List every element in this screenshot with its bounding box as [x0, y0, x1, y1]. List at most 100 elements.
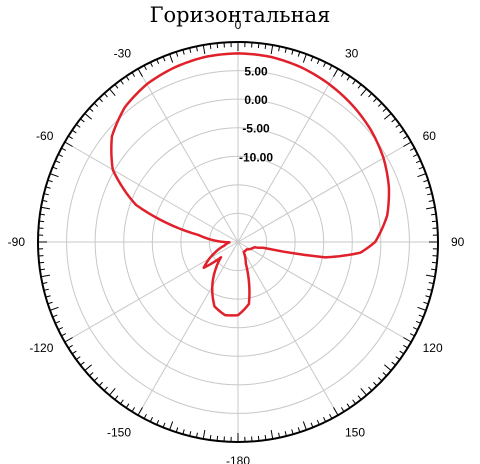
tick-mark — [357, 84, 362, 89]
grid-spoke — [237, 68, 339, 243]
grid-spoke — [137, 68, 239, 243]
tick-mark — [395, 356, 401, 360]
tick-mark — [291, 429, 294, 435]
tick-mark — [216, 435, 219, 441]
grid-spoke — [237, 241, 412, 343]
tick-mark — [137, 68, 143, 77]
tick-mark — [182, 49, 185, 55]
tick-mark — [149, 62, 153, 67]
grid-spoke — [64, 141, 239, 243]
tick-mark — [71, 129, 77, 134]
tick-mark — [189, 431, 192, 437]
tick-mark — [114, 395, 119, 400]
tick-mark — [43, 288, 49, 291]
tick-mark — [42, 282, 48, 285]
tick-mark — [333, 68, 339, 77]
tick-mark — [403, 344, 408, 349]
tick-mark — [310, 422, 314, 428]
tick-mark — [68, 344, 73, 349]
tick-mark — [391, 361, 396, 366]
angle-label: 30 — [345, 46, 359, 60]
tick-mark — [323, 62, 327, 67]
tick-mark — [109, 387, 116, 396]
tick-mark — [340, 72, 345, 77]
tick-mark — [423, 301, 429, 305]
tick-mark — [143, 65, 147, 71]
tick-mark — [195, 432, 198, 438]
grid-spoke — [237, 241, 339, 416]
angle-label: 90 — [451, 235, 465, 249]
tick-mark — [175, 427, 179, 433]
tick-mark — [52, 166, 58, 170]
tick-mark — [45, 186, 51, 189]
tick-mark — [413, 327, 418, 331]
tick-mark — [64, 141, 73, 147]
tick-mark — [368, 93, 373, 98]
tick-mark — [98, 97, 103, 103]
labels-layer: 0 30 60 90 120 150 -180 -150 -120 -90 -60 -30 5.00 0.… — [8, 18, 465, 464]
angle-label: -30 — [114, 46, 132, 60]
tick-mark — [216, 43, 219, 49]
series-layer — [110, 52, 391, 317]
tick-mark — [278, 46, 281, 52]
tick-mark — [71, 350, 77, 355]
tick-mark — [162, 422, 166, 428]
grid-spoke — [237, 141, 412, 243]
tick-mark — [43, 193, 49, 196]
tick-mark — [297, 427, 301, 433]
tick-mark — [162, 56, 166, 62]
tick-mark — [40, 206, 50, 210]
tick-mark — [415, 320, 421, 324]
tick-mark — [302, 53, 307, 63]
tick-mark — [55, 320, 61, 324]
tick-mark — [47, 301, 53, 305]
tick-mark — [399, 129, 405, 134]
tick-mark — [346, 403, 351, 409]
tick-mark — [423, 179, 429, 183]
tick-mark — [39, 213, 45, 216]
tick-mark — [80, 118, 85, 123]
tick-mark — [431, 220, 437, 223]
tick-mark — [120, 399, 124, 405]
tick-mark — [417, 173, 427, 178]
chart-title: Горизонтальная — [149, 3, 331, 27]
tick-mark — [377, 102, 383, 107]
tick-mark — [316, 419, 320, 425]
tick-mark — [175, 51, 179, 57]
radial-label: -5.00 — [242, 122, 270, 136]
tick-mark — [329, 413, 333, 419]
tick-mark — [403, 135, 408, 140]
tick-mark — [189, 47, 192, 53]
tick-mark — [403, 141, 412, 147]
tick-mark — [49, 173, 59, 178]
tick-mark — [209, 435, 212, 441]
angle-label: 0 — [235, 18, 242, 32]
tick-mark — [98, 381, 103, 387]
tick-mark — [131, 407, 136, 412]
tick-mark — [360, 387, 367, 396]
tick-mark — [425, 186, 431, 189]
tick-mark — [415, 160, 421, 164]
tick-mark — [270, 430, 274, 440]
tick-mark — [413, 153, 418, 157]
tick-mark — [169, 421, 174, 431]
tick-mark — [418, 314, 424, 318]
tick-mark — [89, 372, 94, 377]
tick-mark — [169, 53, 174, 63]
tick-mark — [426, 206, 436, 210]
tick-mark — [131, 72, 136, 77]
tick-mark — [75, 124, 81, 128]
tick-mark — [109, 88, 116, 97]
angle-label: -60 — [36, 129, 54, 143]
tick-mark — [373, 97, 378, 103]
tick-mark — [114, 84, 119, 89]
tick-mark — [360, 88, 367, 97]
tick-mark — [80, 361, 85, 366]
tick-mark — [149, 417, 153, 422]
tick-mark — [409, 147, 415, 151]
tick-mark — [310, 56, 314, 62]
tick-mark — [403, 337, 412, 343]
tick-mark — [340, 407, 345, 412]
tick-mark — [270, 44, 274, 54]
